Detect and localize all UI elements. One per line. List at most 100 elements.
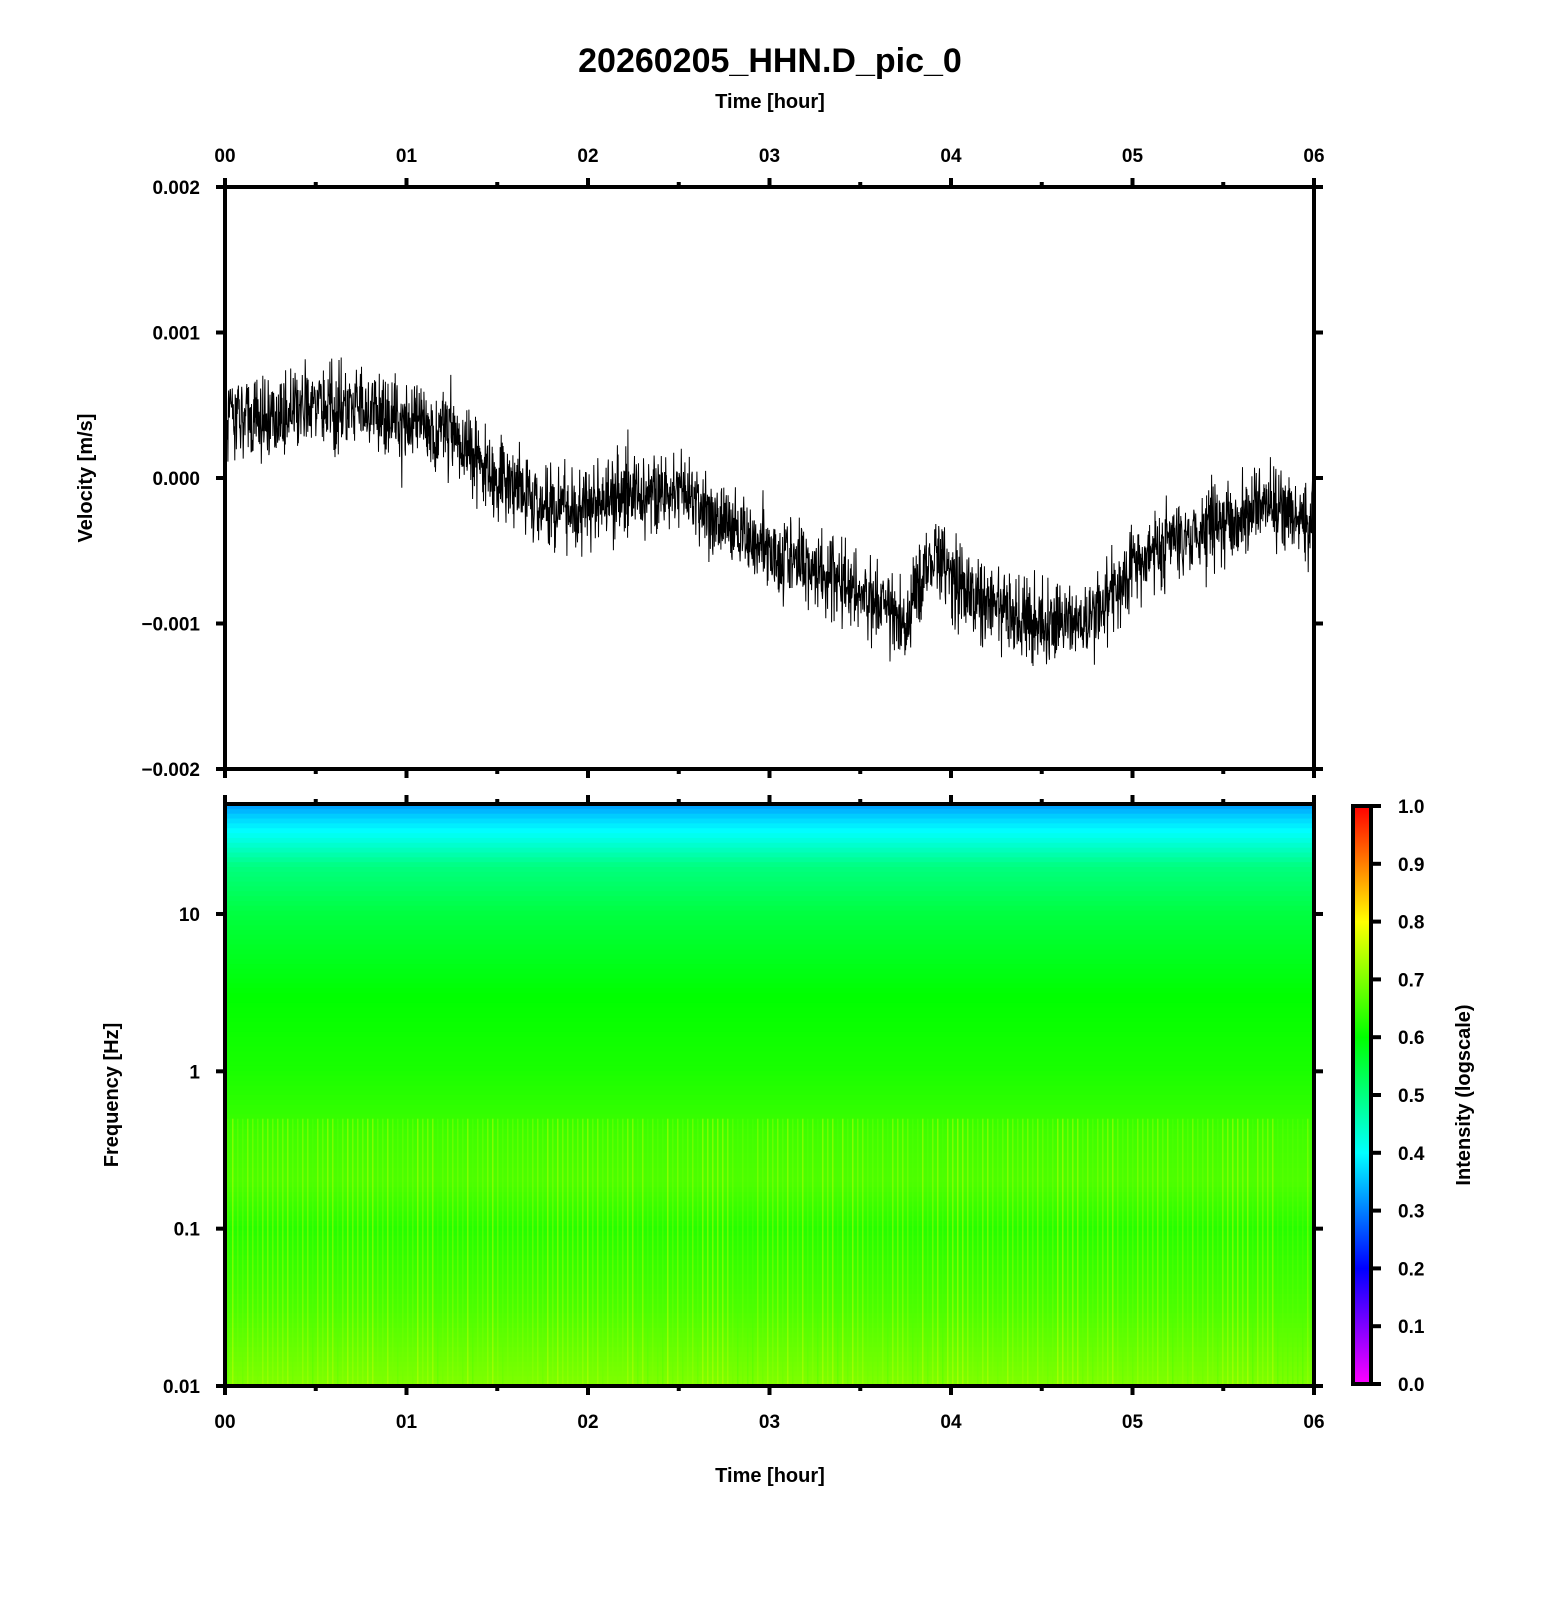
spectrogram-cell [225,1206,1314,1212]
spectrogram-cell [402,1118,404,1386]
spectrogram-cell [667,1118,669,1386]
colorbar-tick-label: 1.0 [1398,797,1424,818]
spectrogram-cell [225,1240,1314,1246]
spectrogram-cell [225,1075,1314,1082]
colorbar-label: Intensity (logscale) [1453,1004,1475,1185]
spectrogram-cell [987,1118,989,1386]
spectrogram-cell [225,1221,1314,1227]
spectrogram-cell [1137,1118,1139,1386]
spectrogram-cell [225,1036,1314,1043]
spectrogram-cell [487,1118,489,1386]
spectrogram-cell [1287,1118,1289,1386]
top-x-tick-label: 02 [577,146,598,167]
spectrogram-cell [807,1118,809,1386]
bottom-x-tick-label: 02 [577,1412,598,1433]
spectrogram-cell [225,1177,1314,1183]
spectrogram-cell [702,1118,704,1386]
spectrogram-cell [887,1118,889,1386]
spectrogram-cell [417,1118,419,1386]
bottom-x-tick-label: 05 [1122,1412,1144,1433]
spectrogram-cell [587,1118,589,1386]
spectrogram-cell [272,1118,274,1386]
spectrogram-cell [225,1148,1314,1154]
spectrogram-cell [225,1031,1314,1038]
spectrogram-cell [225,983,1314,989]
colorbar-gradient [1353,806,1371,1384]
spectrogram-cell [237,1118,239,1386]
spectrogram-cell [225,959,1314,965]
spectrogram-cell [582,1118,584,1386]
spectrogram-cell [297,1118,299,1386]
spectrogram-cell [1142,1118,1144,1386]
spectrogram [225,804,1314,1387]
spectrogram-cell [772,1118,774,1386]
spectrogram-cell [225,823,1314,829]
bottom-x-tick-label: 04 [940,1412,962,1433]
frequency-tick-label: 0.01 [163,1377,200,1398]
spectrogram-cell [512,1118,514,1386]
colorbar-tick-label: 0.9 [1398,855,1424,876]
spectrogram-cell [225,1284,1314,1290]
spectrogram-cell [225,1366,1314,1373]
spectrogram-cell [1247,1118,1249,1386]
spectrogram-cell [225,949,1314,955]
spectrogram-cell [225,934,1314,941]
bottom-x-tick-label: 03 [759,1412,780,1433]
spectrogram-cell [932,1118,934,1386]
axes: 00 00 01 01 02 02 03 03 04 04 05 05 06 06 0.002 0.001 0.… [141,146,1425,1433]
spectrogram-cell [447,1118,449,1386]
frequency-tick-label: 1 [189,1062,200,1083]
spectrogram-cell [225,1046,1314,1052]
colorbar-frame [1351,804,1373,1386]
spectrogram-cell [225,1230,1314,1237]
spectrogram-cell [532,1118,534,1386]
top-x-tick-label: 01 [396,146,418,167]
velocity-tick-label: 0.002 [152,178,200,199]
velocity-tick-label: −0.001 [141,615,200,636]
colorbar-tick-label: 0.0 [1398,1375,1424,1396]
spectrogram-cell [957,1118,959,1386]
spectrogram-cell [1212,1118,1214,1386]
spectrogram-cell [792,1118,794,1386]
spectrogram-cell [225,1133,1314,1140]
spectrogram-cell [225,1153,1314,1159]
spectrogram-cell [225,804,1314,810]
spectrogram-cell [225,993,1314,999]
spectrogram-cell [1087,1118,1089,1386]
spectrogram-cell [225,1017,1314,1023]
spectrogram-cell [857,1118,859,1386]
spectrogram-cell [892,1118,894,1386]
colorbar-tick-label: 0.7 [1398,970,1424,991]
spectrogram-cell [607,1118,609,1386]
spectrogram-cell [552,1118,554,1386]
spectrogram-cell [225,1289,1314,1295]
spectrogram-cell [907,1118,909,1386]
spectrogram-cell [322,1118,324,1386]
spectrogram-cell [225,939,1314,946]
spectrogram-cell [307,1118,309,1386]
spectrogram-cell [1307,1118,1309,1386]
spectrogram-cell [722,1118,724,1386]
chart-title: 20260205_HHN.D_pic_0 [578,42,962,80]
spectrogram-cell [572,1118,574,1386]
spectrogram-cell [647,1118,649,1386]
spectrogram-cell [337,1118,339,1386]
spectrogram-cell [227,1118,229,1386]
spectrogram-cell [502,1118,504,1386]
spectrogram-cell [982,1118,984,1386]
spectrogram-cell [672,1118,674,1386]
spectrogram-cell [1022,1118,1024,1386]
spectrogram-cell [225,978,1314,985]
spectrogram-cell [225,1303,1314,1309]
top-x-tick-label: 04 [940,146,962,167]
spectrogram-cell [407,1118,409,1386]
top-x-axis-label: Time [hour] [715,91,825,113]
spectrogram-cell [422,1118,424,1386]
spectrogram-cell [717,1118,719,1386]
spectrogram-cell [762,1118,764,1386]
spectrogram-cell [225,1007,1314,1014]
spectrogram-cell [1067,1118,1069,1386]
spectrogram-cell [847,1118,849,1386]
spectrogram-cell [527,1118,529,1386]
